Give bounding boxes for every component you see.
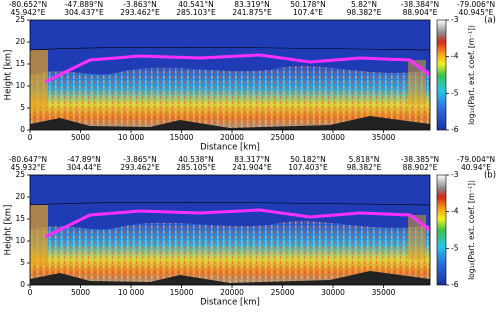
colorbar-tick-label: -6 xyxy=(451,280,459,289)
longitude-label: 88.902°E xyxy=(403,163,438,172)
latitude-label: -3.865°N xyxy=(123,155,157,164)
longitude-label: 304.44°E xyxy=(67,163,102,172)
colorbar xyxy=(436,174,447,286)
y-tick-label: 20 xyxy=(15,192,25,201)
x-tick-label: 35000 xyxy=(372,288,396,297)
latitude-label: 50.178°N xyxy=(290,0,326,9)
longitude-label: 98.382°E xyxy=(347,8,382,17)
colorbar-tick-label: -3 xyxy=(451,15,459,24)
y-tick-label: 5 xyxy=(20,258,25,267)
longitude-label: 285.105°E xyxy=(176,163,216,172)
x-tick-label: 25000 xyxy=(271,133,295,142)
plot-frame xyxy=(29,19,431,131)
longitude-label: 98.382°E xyxy=(347,163,382,172)
latitude-label: -79.004°N xyxy=(457,155,495,164)
x-tick-label: 5000 xyxy=(71,133,90,142)
y-tick-label: 15 xyxy=(15,214,25,223)
latitude-label: 5.82°N xyxy=(351,0,377,9)
y-axis-label: Height [km] xyxy=(4,50,14,101)
longitude-label: 293.462°E xyxy=(120,163,160,172)
latitude-label: -38.385°N xyxy=(401,155,439,164)
longitude-label: 40.945°E xyxy=(459,8,494,17)
latitude-label: -80.647°N xyxy=(9,155,47,164)
latitude-label: 50.182°N xyxy=(290,155,326,164)
colorbar-label: log₁₀(Part. ext. coef. [m⁻¹]) xyxy=(467,25,476,125)
x-tick-label: 30000 xyxy=(321,288,345,297)
latitude-label: 83.319°N xyxy=(234,0,270,9)
tropopause xyxy=(44,53,431,84)
latitude-label: -38.384°N xyxy=(401,0,439,9)
longitude-label: 107.403°E xyxy=(288,163,328,172)
latitude-label: -47.889°N xyxy=(65,0,103,9)
colorbar-tick-label: -5 xyxy=(451,243,459,252)
y-tick-label: 5 xyxy=(20,103,25,112)
x-tick-label: 25000 xyxy=(271,288,295,297)
y-tick-label: 25 xyxy=(15,170,25,179)
panel-label: (b) xyxy=(484,171,496,181)
colorbar-tick-label: -6 xyxy=(451,125,459,134)
x-axis-label: Distance [km] xyxy=(200,298,260,308)
colorbar xyxy=(436,19,447,131)
x-tick-label: 15000 xyxy=(170,133,194,142)
plot-frame xyxy=(29,174,431,286)
x-tick-label: 10 000 xyxy=(118,288,144,297)
longitude-label: 241.875°E xyxy=(232,8,272,17)
colorbar-tick-label: -5 xyxy=(451,88,459,97)
latitude-label: -47.89°N xyxy=(67,155,101,164)
polar-stripe xyxy=(408,215,426,260)
longitude-label: 40.94°E xyxy=(461,163,491,172)
tropopause xyxy=(44,208,431,239)
latitude-label: -3.863°N xyxy=(123,0,157,9)
colorbar-label: log₁₀(Part. ext. coef. [m⁻¹]) xyxy=(467,180,476,280)
x-axis-label: Distance [km] xyxy=(200,143,260,153)
x-tick-label: 0 xyxy=(28,133,33,142)
x-tick-label: 30000 xyxy=(321,133,345,142)
longitude-label: 88.904°E xyxy=(403,8,438,17)
x-tick-label: 15000 xyxy=(170,288,194,297)
latitude-label: 40.541°N xyxy=(178,0,214,9)
longitude-label: 45.932°E xyxy=(11,163,46,172)
polar-stripe xyxy=(30,50,48,110)
orography xyxy=(30,116,430,130)
x-tick-label: 5000 xyxy=(71,288,90,297)
orography xyxy=(30,271,430,285)
colorbar-tick-label: -4 xyxy=(451,207,459,216)
contour xyxy=(29,46,431,51)
colorbar-tick-label: -4 xyxy=(451,52,459,61)
x-tick-label: 35000 xyxy=(372,133,396,142)
longitude-label: 45.942°E xyxy=(11,8,46,17)
x-tick-label: 20000 xyxy=(220,133,244,142)
latitude-label: 5.818°N xyxy=(349,155,380,164)
colorbar-tick-label: -3 xyxy=(451,170,459,179)
y-tick-label: 20 xyxy=(15,37,25,46)
field-texture xyxy=(30,221,430,285)
longitude-label: 285.103°E xyxy=(176,8,216,17)
y-tick-label: 25 xyxy=(15,15,25,24)
y-axis-label: Height [km] xyxy=(4,205,14,256)
contour xyxy=(29,201,431,206)
y-tick-label: 15 xyxy=(15,59,25,68)
longitude-label: 107.4°E xyxy=(293,8,323,17)
y-tick-label: 0 xyxy=(20,280,25,289)
latitude-label: 40.538°N xyxy=(178,155,214,164)
field-texture xyxy=(30,66,430,130)
polar-stripe xyxy=(408,60,426,105)
panel-label: (a) xyxy=(484,16,496,26)
y-tick-label: 0 xyxy=(20,125,25,134)
latitude-label: 83.317°N xyxy=(234,155,270,164)
latitude-label: -80.652°N xyxy=(9,0,47,9)
x-tick-label: 0 xyxy=(28,288,33,297)
y-tick-label: 10 xyxy=(15,236,25,245)
longitude-label: 241.904°E xyxy=(232,163,272,172)
polar-stripe xyxy=(30,205,48,265)
x-tick-label: 20000 xyxy=(220,288,244,297)
latitude-label: -79.006°N xyxy=(457,0,495,9)
y-tick-label: 10 xyxy=(15,81,25,90)
x-tick-label: 10 000 xyxy=(118,133,144,142)
longitude-label: 293.462°E xyxy=(120,8,160,17)
longitude-label: 304.437°E xyxy=(64,8,104,17)
